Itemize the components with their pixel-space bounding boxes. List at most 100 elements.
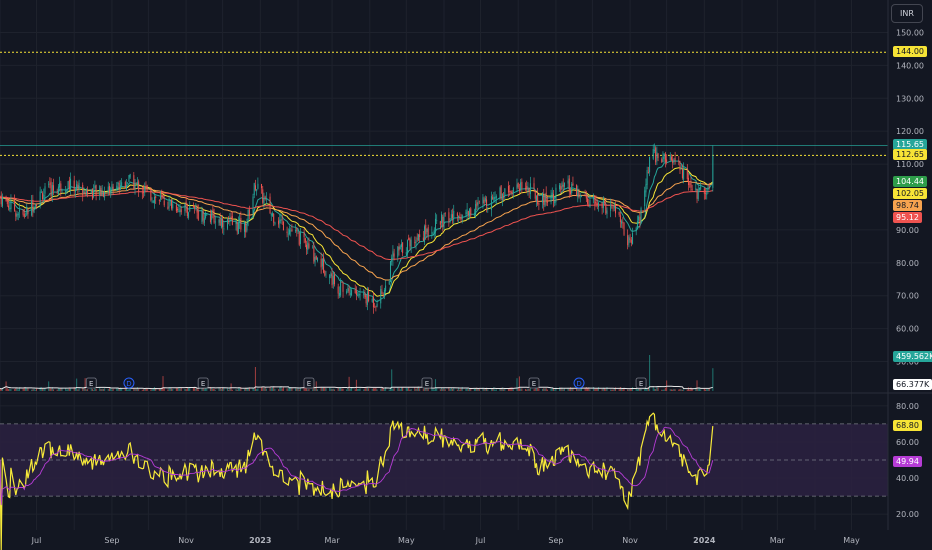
candle-body — [324, 271, 326, 276]
candle-body — [371, 298, 373, 302]
volume-bar — [77, 389, 79, 391]
candle-body — [290, 230, 292, 232]
candle-body — [364, 293, 366, 298]
candle-body — [273, 213, 275, 223]
candle-body — [274, 222, 276, 225]
candle-body — [117, 182, 119, 185]
volume-bar — [524, 389, 527, 391]
volume-bar — [85, 389, 87, 391]
volume-bar — [408, 387, 410, 391]
volume-bar — [422, 388, 424, 391]
volume-bar — [341, 388, 343, 391]
volume-bar — [416, 387, 418, 391]
candle-body — [433, 229, 435, 233]
volume-bar — [298, 389, 300, 391]
volume-bar — [296, 388, 298, 391]
candle-body — [271, 213, 273, 216]
candle-body — [587, 198, 589, 204]
candle-body — [563, 182, 565, 187]
candle-body — [528, 187, 530, 192]
candle-body — [511, 192, 513, 194]
candle-body — [315, 256, 317, 260]
volume-bar — [662, 389, 664, 391]
volume-bar — [84, 378, 86, 391]
volume-bar — [578, 388, 580, 391]
candle-body — [265, 198, 267, 200]
candle-body — [5, 196, 7, 202]
candle-body — [612, 207, 614, 209]
candle-body — [77, 184, 79, 191]
volume-bar — [82, 387, 84, 391]
candle-body — [214, 221, 216, 223]
volume-bar — [433, 389, 435, 391]
volume-bar — [628, 389, 630, 391]
candle-body — [10, 200, 12, 210]
candle-body — [118, 183, 120, 189]
volume-bar — [647, 387, 649, 391]
volume-bar — [209, 386, 211, 391]
candle-body — [681, 169, 683, 179]
candle-body — [391, 257, 393, 262]
candle-body — [402, 242, 404, 254]
candle-body — [68, 180, 70, 189]
volume-bar — [205, 388, 207, 391]
candle-body — [483, 199, 485, 204]
volume-bar — [605, 389, 607, 391]
volume-bar — [610, 389, 612, 391]
candle-body — [691, 188, 693, 190]
candle-body — [535, 195, 537, 201]
volume-bar — [257, 388, 259, 391]
candle-body — [527, 187, 529, 192]
volume-bar — [520, 388, 522, 391]
candle-body — [270, 213, 272, 216]
candle-body — [303, 231, 305, 238]
last-price-badge: 115.65 — [893, 139, 927, 151]
candle-body — [22, 209, 24, 215]
candle-body — [286, 231, 288, 233]
volume-bar — [271, 387, 274, 391]
candle-body — [490, 196, 492, 210]
volume-bar — [188, 387, 190, 391]
volume-bar — [461, 386, 463, 391]
candle-body — [160, 196, 162, 200]
candle-body — [119, 185, 121, 190]
volume-bar — [163, 387, 165, 391]
volume-bar — [419, 388, 421, 391]
volume-bar — [644, 388, 646, 391]
rsi-tick-label: 80.00 — [896, 402, 919, 411]
candle-body — [341, 281, 343, 283]
candle-body — [376, 303, 378, 307]
time-tick-label: May — [843, 536, 860, 545]
volume-bar — [450, 387, 452, 391]
candle-body — [690, 182, 692, 188]
volume-bar — [15, 387, 17, 391]
candle-body — [375, 306, 377, 308]
volume-bar — [475, 388, 477, 391]
currency-button[interactable]: INR — [891, 4, 923, 23]
candle-body — [66, 190, 68, 192]
volume-bar — [347, 387, 349, 391]
candle-body — [56, 192, 58, 193]
candle-body — [477, 202, 479, 205]
price-tick-label: 140.00 — [896, 61, 924, 70]
moving-averages — [0, 160, 714, 303]
volume-bar — [426, 387, 428, 391]
volume-bar — [247, 387, 249, 391]
candle-body — [545, 192, 547, 201]
volume-bar — [451, 388, 454, 391]
volume-bar — [636, 389, 638, 391]
candle-body — [686, 168, 688, 179]
candle-body — [196, 207, 198, 213]
volume-bar — [656, 386, 658, 391]
time-tick-label: 2024 — [693, 536, 716, 545]
candle-body — [320, 258, 322, 268]
volume-bar — [262, 387, 264, 391]
candle-body — [618, 211, 620, 215]
volume-bar — [545, 388, 547, 391]
candle-body — [576, 184, 578, 196]
volume-bar — [239, 388, 241, 391]
candle-body — [546, 201, 548, 203]
volume-bar — [393, 388, 395, 391]
candle-body — [342, 283, 344, 292]
